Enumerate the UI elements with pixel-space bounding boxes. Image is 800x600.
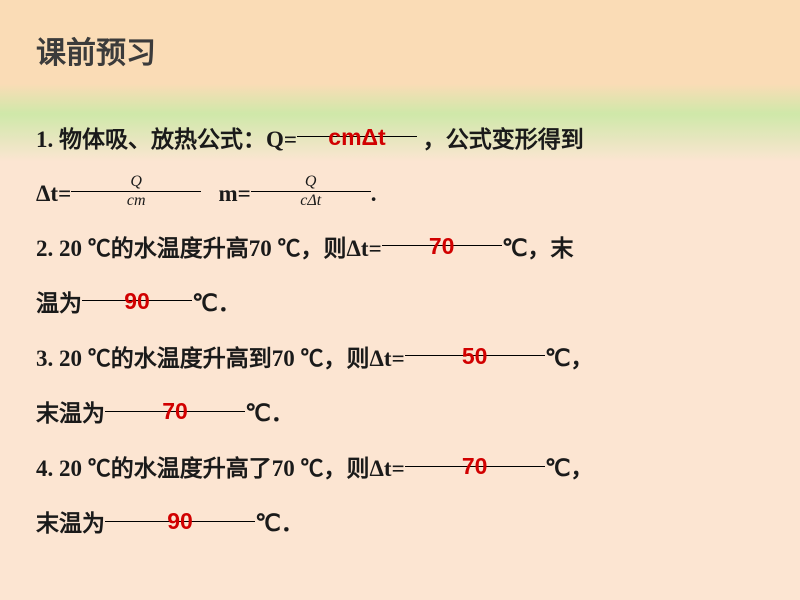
q1-frac1-num: Q (124, 174, 149, 192)
q4-mid: ℃， (545, 456, 594, 481)
q4-blank2: 90 (105, 496, 255, 521)
content-area: 1. 物体吸、放热公式：Q=cmΔt ，公式变形得到 Δt=Qcm m=QcΔt… (36, 112, 764, 551)
q3-mid: ℃， (545, 346, 594, 371)
q1-blank3: QcΔt (251, 167, 371, 192)
q2-mid: ℃，末 (502, 236, 574, 261)
q3-line1: 3. 20 ℃的水温度升高到70 ℃，则Δt=50℃， (36, 331, 764, 386)
q1-line1: 1. 物体吸、放热公式：Q=cmΔt ，公式变形得到 (36, 112, 764, 167)
q4-ans2: 90 (167, 508, 193, 534)
q2-line1: 2. 20 ℃的水温度升高70 ℃，则Δt=70℃，末 (36, 221, 764, 276)
slide: 课前预习 1. 物体吸、放热公式：Q=cmΔt ，公式变形得到 Δt=Qcm m… (0, 0, 800, 600)
q1-mid2: m= (218, 181, 250, 206)
q2-blank1: 70 (382, 221, 502, 246)
q3-pre: 3. 20 ℃的水温度升高到70 ℃，则Δt= (36, 346, 405, 371)
q1-line2: Δt=Qcm m=QcΔt. (36, 167, 764, 221)
q2-ans2: 90 (124, 288, 150, 314)
q2-blank2: 90 (82, 276, 192, 301)
q2-end: ℃． (192, 291, 241, 316)
q4-line2: 末温为90℃． (36, 496, 764, 551)
q2-pre: 2. 20 ℃的水温度升高70 ℃，则Δt= (36, 236, 382, 261)
q4-pre: 4. 20 ℃的水温度升高了70 ℃，则Δt= (36, 456, 405, 481)
q1-pre: 1. 物体吸、放热公式：Q= (36, 127, 297, 152)
q4-ans1: 70 (462, 453, 488, 479)
q1-ans1: cmΔt (328, 124, 385, 150)
q1-blank1: cmΔt (297, 112, 417, 137)
q1-mid1: ，公式变形得到 (423, 127, 584, 152)
q4-blank1: 70 (405, 441, 545, 466)
q2-ans1: 70 (429, 233, 455, 259)
q1-frac2: QcΔt (297, 174, 324, 209)
q4-line2-pre: 末温为 (36, 511, 105, 536)
q3-line2-pre: 末温为 (36, 401, 105, 426)
q3-line2: 末温为70℃． (36, 386, 764, 441)
q1-frac2-num: Q (297, 174, 324, 192)
slide-title: 课前预习 (36, 28, 764, 72)
q3-end: ℃． (245, 401, 294, 426)
q3-ans1: 50 (462, 343, 488, 369)
q3-blank2: 70 (105, 386, 245, 411)
q1-line2-pre: Δt= (36, 181, 71, 206)
q1-frac1-den: cm (124, 192, 149, 209)
q2-line2: 温为90℃． (36, 276, 764, 331)
q3-blank1: 50 (405, 331, 545, 356)
q4-line1: 4. 20 ℃的水温度升高了70 ℃，则Δt=70℃， (36, 441, 764, 496)
q1-frac2-den: cΔt (297, 192, 324, 209)
q1-blank2: Qcm (71, 167, 201, 192)
q4-end: ℃． (255, 511, 304, 536)
q1-end: . (371, 181, 377, 206)
q2-line2-pre: 温为 (36, 291, 82, 316)
q1-frac1: Qcm (124, 174, 149, 209)
q3-ans2: 70 (162, 398, 188, 424)
